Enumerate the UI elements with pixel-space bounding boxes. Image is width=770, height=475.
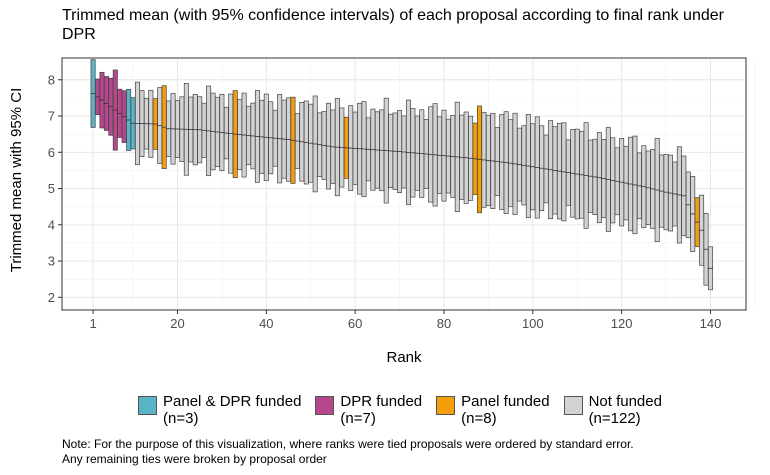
- legend-item-panel-dpr-funded: Panel & DPR funded (n=3): [138, 393, 301, 427]
- legend: Panel & DPR funded (n=3) DPR funded (n=7…: [138, 393, 676, 427]
- legend-key-panel-funded: [436, 396, 456, 415]
- y-tick-label: 5: [48, 181, 55, 196]
- bars: [90, 59, 714, 291]
- chart-title: Trimmed mean (with 95% confidence interv…: [62, 7, 724, 43]
- legend-count: (n=7): [340, 410, 376, 427]
- x-tick-label: 120: [611, 316, 633, 331]
- y-tick-label: 3: [48, 254, 55, 269]
- legend-label: Panel funded: [461, 393, 550, 410]
- legend-label: Not funded: [588, 393, 662, 410]
- y-tick-label: 7: [48, 109, 55, 124]
- legend-item-panel-funded: Panel funded (n=8): [436, 393, 550, 427]
- y-tick-label: 4: [48, 217, 55, 232]
- legend-label: DPR funded: [340, 393, 423, 410]
- y-axis: 2 3 4 5 6 7 8: [48, 72, 62, 305]
- footnote-line: Any remaining ties were broken by propos…: [62, 452, 327, 466]
- legend-count: (n=3): [163, 410, 199, 427]
- x-tick-label: 40: [259, 316, 273, 331]
- legend-label: Panel & DPR funded: [163, 393, 302, 410]
- legend-key-not-funded: [563, 396, 583, 415]
- x-axis-label: Rank: [386, 349, 422, 366]
- x-tick-label: 1: [89, 316, 96, 331]
- footnote-line: Note: For the purpose of this visualizat…: [62, 437, 634, 451]
- y-tick-label: 2: [48, 290, 55, 305]
- legend-key-dpr-funded: [315, 396, 335, 415]
- legend-item-dpr-funded: DPR funded (n=7): [315, 393, 422, 427]
- legend-key-panel-dpr-funded: [138, 396, 157, 415]
- x-tick-label: 100: [522, 316, 544, 331]
- panel-border: [61, 57, 747, 311]
- x-tick-label: 80: [437, 316, 451, 331]
- y-tick-label: 8: [48, 72, 55, 87]
- y-tick-label: 6: [48, 145, 55, 160]
- legend-item-not-funded: Not funded (n=122): [563, 393, 662, 427]
- x-axis: 1 20 40 60 80 100 120 140: [89, 310, 721, 331]
- x-tick-label: 140: [700, 316, 722, 331]
- x-tick-label: 60: [348, 316, 362, 331]
- legend-count: (n=8): [461, 410, 497, 427]
- footnote: Note: For the purpose of this visualizat…: [62, 437, 634, 467]
- x-tick-label: 20: [170, 316, 184, 331]
- y-axis-label: Trimmed mean with 95% CI: [8, 88, 25, 273]
- legend-count: (n=122): [588, 410, 641, 427]
